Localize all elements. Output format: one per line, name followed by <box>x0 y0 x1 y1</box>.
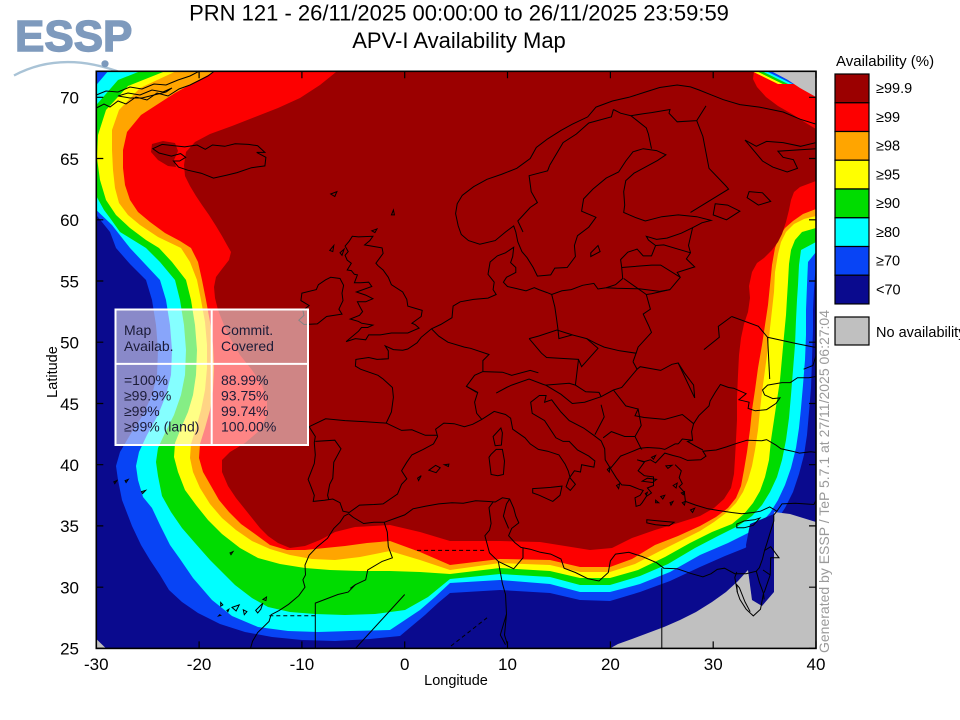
svg-text:93.75%: 93.75% <box>221 388 268 404</box>
svg-text:≥99%: ≥99% <box>124 403 160 419</box>
svg-text:25: 25 <box>60 640 79 659</box>
svg-text:≥90: ≥90 <box>876 196 900 212</box>
svg-text:20: 20 <box>601 655 620 674</box>
svg-text:65: 65 <box>60 150 79 169</box>
svg-text:≥99: ≥99 <box>876 110 900 126</box>
svg-text:Longitude: Longitude <box>424 673 488 689</box>
svg-text:No availability: No availability <box>876 325 960 341</box>
svg-text:40: 40 <box>807 655 826 674</box>
svg-text:APV-I Availability Map: APV-I Availability Map <box>352 28 566 53</box>
svg-text:Commit.: Commit. <box>221 322 273 338</box>
svg-text:≥99.9%: ≥99.9% <box>124 388 171 404</box>
svg-text:Covered: Covered <box>221 338 274 354</box>
svg-text:Map: Map <box>124 322 151 338</box>
svg-text:0: 0 <box>400 655 409 674</box>
svg-text:<70: <70 <box>876 282 901 298</box>
svg-text:40: 40 <box>60 456 79 475</box>
svg-text:Latitude: Latitude <box>45 346 61 398</box>
svg-text:30: 30 <box>704 655 723 674</box>
svg-text:Generated by ESSP / TeP 5.7.1: Generated by ESSP / TeP 5.7.1 at 27/11/2… <box>816 310 832 653</box>
svg-text:70: 70 <box>60 89 79 108</box>
svg-text:≥99% (land): ≥99% (land) <box>124 419 199 435</box>
svg-text:ESSP: ESSP <box>15 12 132 61</box>
svg-text:100.00%: 100.00% <box>221 419 276 435</box>
svg-text:99.74%: 99.74% <box>221 403 268 419</box>
svg-text:Availability (%): Availability (%) <box>836 53 934 70</box>
svg-text:88.99%: 88.99% <box>221 372 268 388</box>
svg-text:-30: -30 <box>84 655 109 674</box>
svg-text:35: 35 <box>60 517 79 536</box>
svg-text:Availab.: Availab. <box>124 338 174 354</box>
svg-text:≥95: ≥95 <box>876 167 900 183</box>
svg-text:≥98: ≥98 <box>876 139 900 155</box>
svg-text:45: 45 <box>60 395 79 414</box>
svg-text:-10: -10 <box>290 655 315 674</box>
svg-text:PRN 121 - 26/11/2025 00:00:00: PRN 121 - 26/11/2025 00:00:00 to 26/11/2… <box>189 1 729 26</box>
svg-text:10: 10 <box>498 655 517 674</box>
svg-text:=100%: =100% <box>124 372 168 388</box>
svg-text:≥70: ≥70 <box>876 254 900 270</box>
svg-text:50: 50 <box>60 334 79 353</box>
svg-text:60: 60 <box>60 211 79 230</box>
svg-text:≥80: ≥80 <box>876 225 900 241</box>
svg-text:≥99.9: ≥99.9 <box>876 81 912 97</box>
svg-text:55: 55 <box>60 272 79 291</box>
svg-text:-20: -20 <box>187 655 212 674</box>
svg-text:30: 30 <box>60 579 79 598</box>
